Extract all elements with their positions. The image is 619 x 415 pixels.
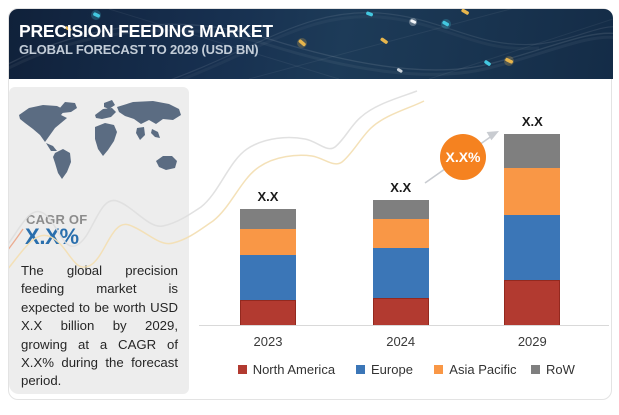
legend-label: RoW	[546, 362, 575, 377]
bar-chart: X.X 2023 X.X 2024 X.X 2029 X.X% North America…	[9, 9, 613, 401]
bar-2029	[504, 134, 561, 326]
legend-swatch	[434, 365, 444, 374]
legend-label: North America	[252, 362, 336, 377]
market-description: The global precision feeding market is e…	[21, 263, 178, 389]
segment-asia-pacific	[240, 228, 296, 255]
page-title: PRECISION FEEDING MARKET	[19, 21, 273, 41]
bar-total-label: X.X	[521, 114, 543, 129]
segment-north-america	[240, 300, 296, 326]
segment-row	[504, 134, 561, 168]
segment-europe	[504, 215, 561, 280]
segment-europe	[240, 254, 296, 300]
header-banner: PRECISION FEEDING MARKET GLOBAL FORECAST…	[9, 9, 613, 79]
bar-total-label: X.X	[257, 189, 279, 204]
segment-north-america	[504, 280, 561, 326]
network-decoration	[9, 9, 613, 79]
legend-label: Europe	[371, 362, 413, 377]
segment-europe	[372, 247, 429, 298]
light-dots	[64, 9, 514, 73]
growth-badge: X.X%	[440, 134, 486, 180]
legend-item-row: RoW	[531, 363, 575, 376]
legend-item-europe: Europe	[356, 363, 413, 376]
axis-label-2024: 2024	[386, 333, 416, 349]
bar-2023	[240, 209, 296, 326]
legend-swatch	[237, 365, 247, 374]
legend-label: Asia Pacific	[449, 362, 517, 377]
axis-label-2023: 2023	[253, 333, 283, 349]
segment-row	[372, 199, 429, 219]
segment-asia-pacific	[372, 219, 429, 248]
bar-total-label: X.X	[390, 179, 412, 195]
legend-swatch	[356, 365, 365, 374]
segment-row	[240, 209, 296, 229]
segment-north-america	[372, 297, 429, 326]
axis-label-2029: 2029	[517, 333, 547, 349]
legend-item-north-america: North America	[237, 362, 336, 377]
legend-item-asia-pacific: Asia Pacific	[434, 362, 517, 377]
bar-2024	[372, 199, 429, 326]
x-axis-line	[199, 325, 609, 326]
legend-swatch	[531, 365, 540, 374]
page-subtitle: GLOBAL FORECAST TO 2029 (USD BN)	[19, 42, 259, 57]
segment-asia-pacific	[504, 168, 561, 215]
infographic-card: PRECISION FEEDING MARKET GLOBAL FORECAST…	[8, 8, 613, 401]
